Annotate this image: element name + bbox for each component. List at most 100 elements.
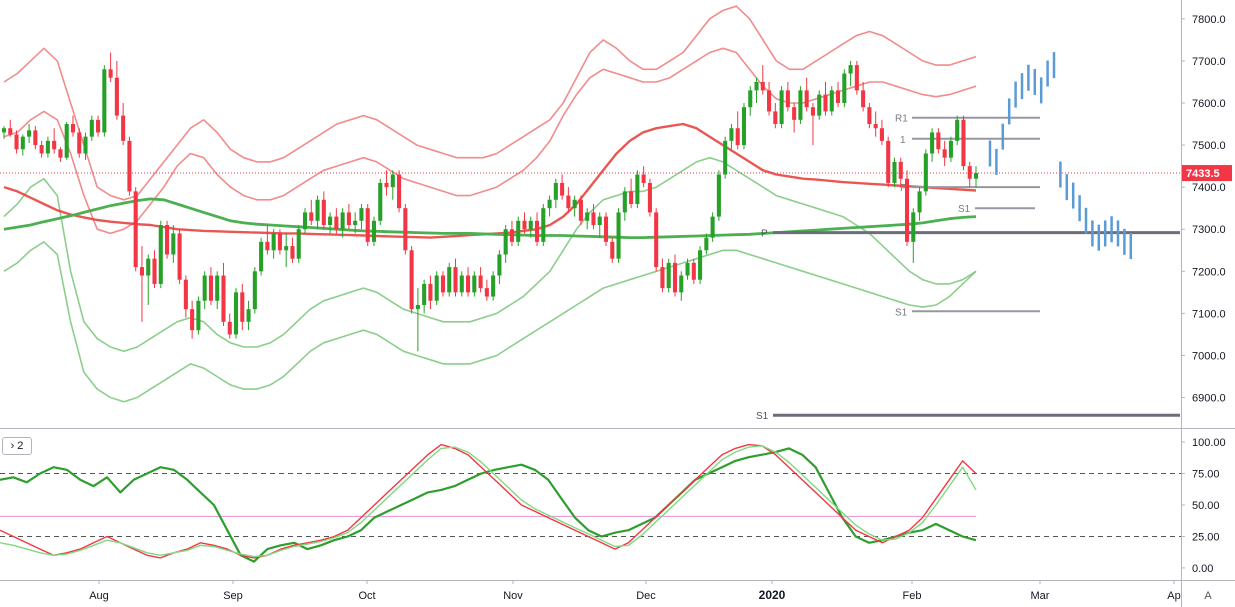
candle[interactable] bbox=[246, 300, 251, 331]
candle[interactable] bbox=[672, 254, 678, 297]
candle[interactable] bbox=[459, 271, 464, 297]
candle[interactable] bbox=[741, 102, 747, 150]
candle[interactable] bbox=[8, 119, 13, 137]
candle[interactable] bbox=[503, 225, 508, 263]
candle[interactable] bbox=[873, 111, 878, 137]
candle[interactable] bbox=[553, 178, 558, 209]
oscillator-axis[interactable]: 100.00 75.00 50.00 25.00 0.00 bbox=[1181, 437, 1226, 575]
candle[interactable] bbox=[723, 136, 728, 179]
candle[interactable] bbox=[415, 288, 420, 352]
candle[interactable] bbox=[290, 237, 295, 263]
candle[interactable] bbox=[121, 102, 126, 146]
candle[interactable] bbox=[102, 65, 107, 137]
candle[interactable] bbox=[948, 136, 953, 162]
candle[interactable] bbox=[961, 115, 966, 171]
candle[interactable] bbox=[378, 178, 383, 226]
candle[interactable] bbox=[879, 119, 884, 146]
candle[interactable] bbox=[447, 262, 452, 297]
candle[interactable] bbox=[409, 246, 414, 314]
time-axis[interactable]: Aug Sep Oct Nov Dec 2020 Feb Mar Ap bbox=[89, 580, 1181, 602]
candle[interactable] bbox=[328, 212, 333, 234]
price-pane[interactable]: R1 1 P S1 P S1 S1 bbox=[0, 5, 1181, 422]
candle[interactable] bbox=[779, 86, 784, 129]
candle[interactable] bbox=[654, 208, 659, 272]
candle[interactable] bbox=[491, 271, 496, 301]
candle[interactable] bbox=[315, 195, 320, 230]
candle[interactable] bbox=[936, 128, 941, 154]
candle[interactable] bbox=[942, 140, 947, 167]
candle[interactable] bbox=[233, 288, 239, 339]
candle[interactable] bbox=[836, 81, 841, 108]
candle[interactable] bbox=[616, 208, 621, 263]
candle[interactable] bbox=[848, 60, 853, 87]
candle[interactable] bbox=[27, 124, 32, 143]
candle[interactable] bbox=[560, 174, 565, 200]
candle[interactable] bbox=[591, 203, 596, 230]
candle[interactable] bbox=[14, 130, 19, 154]
candle[interactable] bbox=[365, 203, 370, 247]
candle[interactable] bbox=[265, 225, 270, 255]
candle[interactable] bbox=[33, 126, 38, 150]
candle[interactable] bbox=[597, 212, 602, 238]
candle[interactable] bbox=[867, 102, 872, 129]
candle[interactable] bbox=[898, 157, 903, 188]
candle[interactable] bbox=[428, 275, 433, 310]
candle[interactable] bbox=[528, 216, 533, 238]
candle[interactable] bbox=[886, 136, 891, 188]
candle[interactable] bbox=[227, 313, 232, 339]
candle[interactable] bbox=[622, 187, 627, 221]
candle[interactable] bbox=[58, 147, 63, 162]
candle[interactable] bbox=[139, 246, 144, 322]
candle[interactable] bbox=[202, 271, 207, 310]
candle[interactable] bbox=[208, 267, 213, 305]
candle[interactable] bbox=[829, 86, 834, 116]
pane-collapse-toggle[interactable]: › 2 bbox=[2, 437, 32, 455]
candle[interactable] bbox=[302, 208, 308, 234]
candle[interactable] bbox=[666, 258, 671, 293]
candle[interactable] bbox=[271, 229, 276, 259]
candle[interactable] bbox=[334, 208, 339, 234]
candle[interactable] bbox=[390, 170, 395, 200]
candle[interactable] bbox=[64, 121, 69, 160]
candle[interactable] bbox=[748, 86, 753, 116]
price-axis[interactable]: 7800.0 7700.0 7600.0 7500.0 7400.0 7300.0 7200… bbox=[1181, 14, 1232, 405]
candle[interactable] bbox=[691, 258, 696, 284]
candle[interactable] bbox=[353, 212, 358, 234]
candle[interactable] bbox=[152, 250, 157, 289]
candle[interactable] bbox=[453, 258, 458, 297]
candle[interactable] bbox=[509, 220, 514, 247]
candle[interactable] bbox=[484, 279, 489, 301]
candle[interactable] bbox=[146, 254, 151, 305]
candle[interactable] bbox=[610, 237, 615, 263]
auto-scale-button[interactable]: A bbox=[1204, 590, 1212, 602]
candle[interactable] bbox=[183, 275, 188, 318]
candle[interactable] bbox=[785, 81, 790, 112]
candle[interactable] bbox=[817, 90, 822, 120]
candle[interactable] bbox=[346, 203, 351, 230]
candle[interactable] bbox=[371, 216, 377, 247]
candle[interactable] bbox=[171, 225, 176, 263]
candle[interactable] bbox=[967, 161, 972, 188]
candle[interactable] bbox=[923, 149, 928, 196]
candle[interactable] bbox=[52, 128, 57, 154]
candle[interactable] bbox=[96, 115, 101, 137]
candle[interactable] bbox=[854, 60, 859, 95]
candle[interactable] bbox=[397, 170, 402, 213]
candle[interactable] bbox=[760, 65, 765, 95]
candle[interactable] bbox=[767, 81, 772, 116]
candle[interactable] bbox=[127, 136, 132, 196]
candle[interactable] bbox=[578, 195, 583, 226]
candle[interactable] bbox=[685, 258, 690, 280]
candle[interactable] bbox=[1, 126, 7, 139]
candle[interactable] bbox=[547, 195, 552, 217]
candle[interactable] bbox=[158, 220, 163, 289]
candle[interactable] bbox=[359, 203, 364, 230]
candle[interactable] bbox=[735, 111, 740, 150]
candle[interactable] bbox=[904, 170, 910, 247]
candle[interactable] bbox=[585, 208, 590, 230]
candle[interactable] bbox=[647, 178, 652, 217]
candle[interactable] bbox=[284, 233, 289, 268]
candle[interactable] bbox=[215, 271, 220, 310]
candle[interactable] bbox=[177, 229, 182, 284]
